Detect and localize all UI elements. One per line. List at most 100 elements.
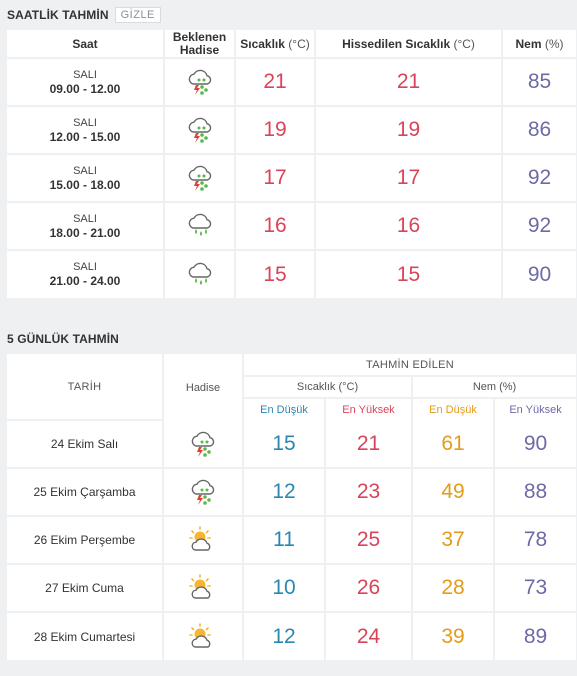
table-row: 27 Ekim Cuma 10 26 28 73 xyxy=(7,564,577,613)
feels-value: 16 xyxy=(315,202,503,251)
header-daily-humidity: Nem (%) xyxy=(412,376,577,399)
hum-low-value: 28 xyxy=(412,564,495,613)
day-label: SALI xyxy=(73,212,97,225)
event-cell xyxy=(164,58,236,107)
hourly-section-header: SAATLİK TAHMİN GİZLE xyxy=(0,0,577,30)
event-cell xyxy=(163,612,244,660)
table-row: SALI 15.00 - 18.00 17 17 92 xyxy=(7,154,577,203)
table-row: SALI 09.00 - 12.00 21 21 85 xyxy=(7,58,577,107)
table-row: SALI 12.00 - 15.00 19 19 86 xyxy=(7,106,577,155)
time-cell: SALI 09.00 - 12.00 xyxy=(7,58,165,107)
partly-cloudy-icon xyxy=(164,622,242,652)
time-cell: SALI 21.00 - 24.00 xyxy=(7,250,165,298)
thunderstorm-icon xyxy=(165,67,234,97)
header-time: Saat xyxy=(7,30,165,59)
date-cell: 25 Ekim Çarşamba xyxy=(7,468,164,517)
temp-low-value: 10 xyxy=(243,564,326,613)
day-label: SALI xyxy=(73,261,97,273)
header-feels: Hissedilen Sıcaklık (°C) xyxy=(315,30,503,59)
period-label: 21.00 - 24.00 xyxy=(49,274,121,288)
period-label: 18.00 - 21.00 xyxy=(49,225,121,240)
header-temp-high: En Yüksek xyxy=(325,398,413,420)
temp-low-value: 15 xyxy=(243,420,326,469)
temp-low-value: 12 xyxy=(243,468,326,517)
temp-high-value: 23 xyxy=(325,468,413,517)
table-row: 25 Ekim Çarşamba 12 23 49 88 xyxy=(7,468,577,517)
event-cell xyxy=(164,250,236,298)
header-forecast: TAHMİN EDİLEN xyxy=(243,354,577,377)
humidity-value: 92 xyxy=(502,202,577,251)
temp-value: 21 xyxy=(235,58,316,107)
feels-value: 21 xyxy=(315,58,503,107)
hum-high-value: 90 xyxy=(494,420,577,469)
rain-icon xyxy=(165,211,234,241)
date-cell: 26 Ekim Perşembe xyxy=(7,516,164,565)
thunderstorm-icon xyxy=(164,477,242,507)
hourly-title: SAATLİK TAHMİN xyxy=(7,8,109,22)
header-hum-high: En Yüksek xyxy=(494,398,577,420)
time-cell: SALI 18.00 - 21.00 xyxy=(7,202,165,251)
hum-high-value: 78 xyxy=(494,516,577,565)
partly-cloudy-icon xyxy=(164,525,242,555)
day-label: SALI xyxy=(73,164,97,177)
header-temp: Sıcaklık (°C) xyxy=(235,30,316,59)
time-cell: SALI 15.00 - 18.00 xyxy=(7,154,165,203)
temp-value: 15 xyxy=(235,250,316,298)
period-label: 12.00 - 15.00 xyxy=(49,129,121,144)
period-label: 09.00 - 12.00 xyxy=(49,81,121,96)
daily-title: 5 GÜNLÜK TAHMİN xyxy=(7,332,119,346)
humidity-value: 86 xyxy=(502,106,577,155)
date-cell: 24 Ekim Salı xyxy=(7,420,164,469)
header-daily-temp: Sıcaklık (°C) xyxy=(243,376,413,399)
feels-value: 15 xyxy=(315,250,503,298)
event-cell xyxy=(164,106,236,155)
hide-button[interactable]: GİZLE xyxy=(114,7,161,23)
date-cell: 28 Ekim Cumartesi xyxy=(7,612,164,660)
hourly-forecast-table: Saat Beklenen Hadise Sıcaklık (°C) Hissed… xyxy=(7,30,577,298)
temp-high-value: 26 xyxy=(325,564,413,613)
temp-low-value: 12 xyxy=(243,612,326,660)
header-date: TARİH xyxy=(7,354,164,421)
header-daily-event: Hadise xyxy=(163,382,244,420)
feels-value: 17 xyxy=(315,154,503,203)
date-cell: 27 Ekim Cuma xyxy=(7,564,164,613)
thunderstorm-icon xyxy=(165,115,234,145)
temp-value: 17 xyxy=(235,154,316,203)
header-temp-low: En Düşük xyxy=(243,398,326,420)
temp-high-value: 25 xyxy=(325,516,413,565)
day-label: SALI xyxy=(73,68,97,81)
humidity-value: 85 xyxy=(502,58,577,107)
day-label: SALI xyxy=(73,116,97,129)
hum-low-value: 49 xyxy=(412,468,495,517)
event-cell xyxy=(163,468,244,517)
event-cell xyxy=(163,516,244,565)
temp-value: 16 xyxy=(235,202,316,251)
hum-low-value: 39 xyxy=(412,612,495,660)
table-row: SALI 18.00 - 21.00 16 16 92 xyxy=(7,202,577,251)
feels-value: 19 xyxy=(315,106,503,155)
header-humidity: Nem (%) xyxy=(502,30,577,59)
event-cell xyxy=(163,564,244,613)
hum-high-value: 73 xyxy=(494,564,577,613)
header-hum-low: En Düşük xyxy=(412,398,495,420)
humidity-value: 92 xyxy=(502,154,577,203)
temp-low-value: 11 xyxy=(243,516,326,565)
daily-section-header: 5 GÜNLÜK TAHMİN xyxy=(0,324,577,354)
hum-high-value: 89 xyxy=(494,612,577,660)
partly-cloudy-icon xyxy=(164,573,242,603)
period-label: 15.00 - 18.00 xyxy=(49,177,121,192)
temp-value: 19 xyxy=(235,106,316,155)
humidity-value: 90 xyxy=(502,250,577,298)
header-event: Beklenen Hadise xyxy=(164,30,236,59)
table-row: SALI 21.00 - 24.00 15 15 90 xyxy=(7,250,577,298)
event-cell xyxy=(164,154,236,203)
event-cell xyxy=(163,420,244,469)
thunderstorm-icon xyxy=(165,163,234,193)
thunderstorm-icon xyxy=(164,429,242,459)
table-row: 26 Ekim Perşembe 11 25 37 78 xyxy=(7,516,577,565)
time-cell: SALI 12.00 - 15.00 xyxy=(7,106,165,155)
hum-low-value: 37 xyxy=(412,516,495,565)
table-row: 28 Ekim Cumartesi 12 24 39 89 xyxy=(7,612,577,660)
event-cell xyxy=(164,202,236,251)
temp-high-value: 21 xyxy=(325,420,413,469)
